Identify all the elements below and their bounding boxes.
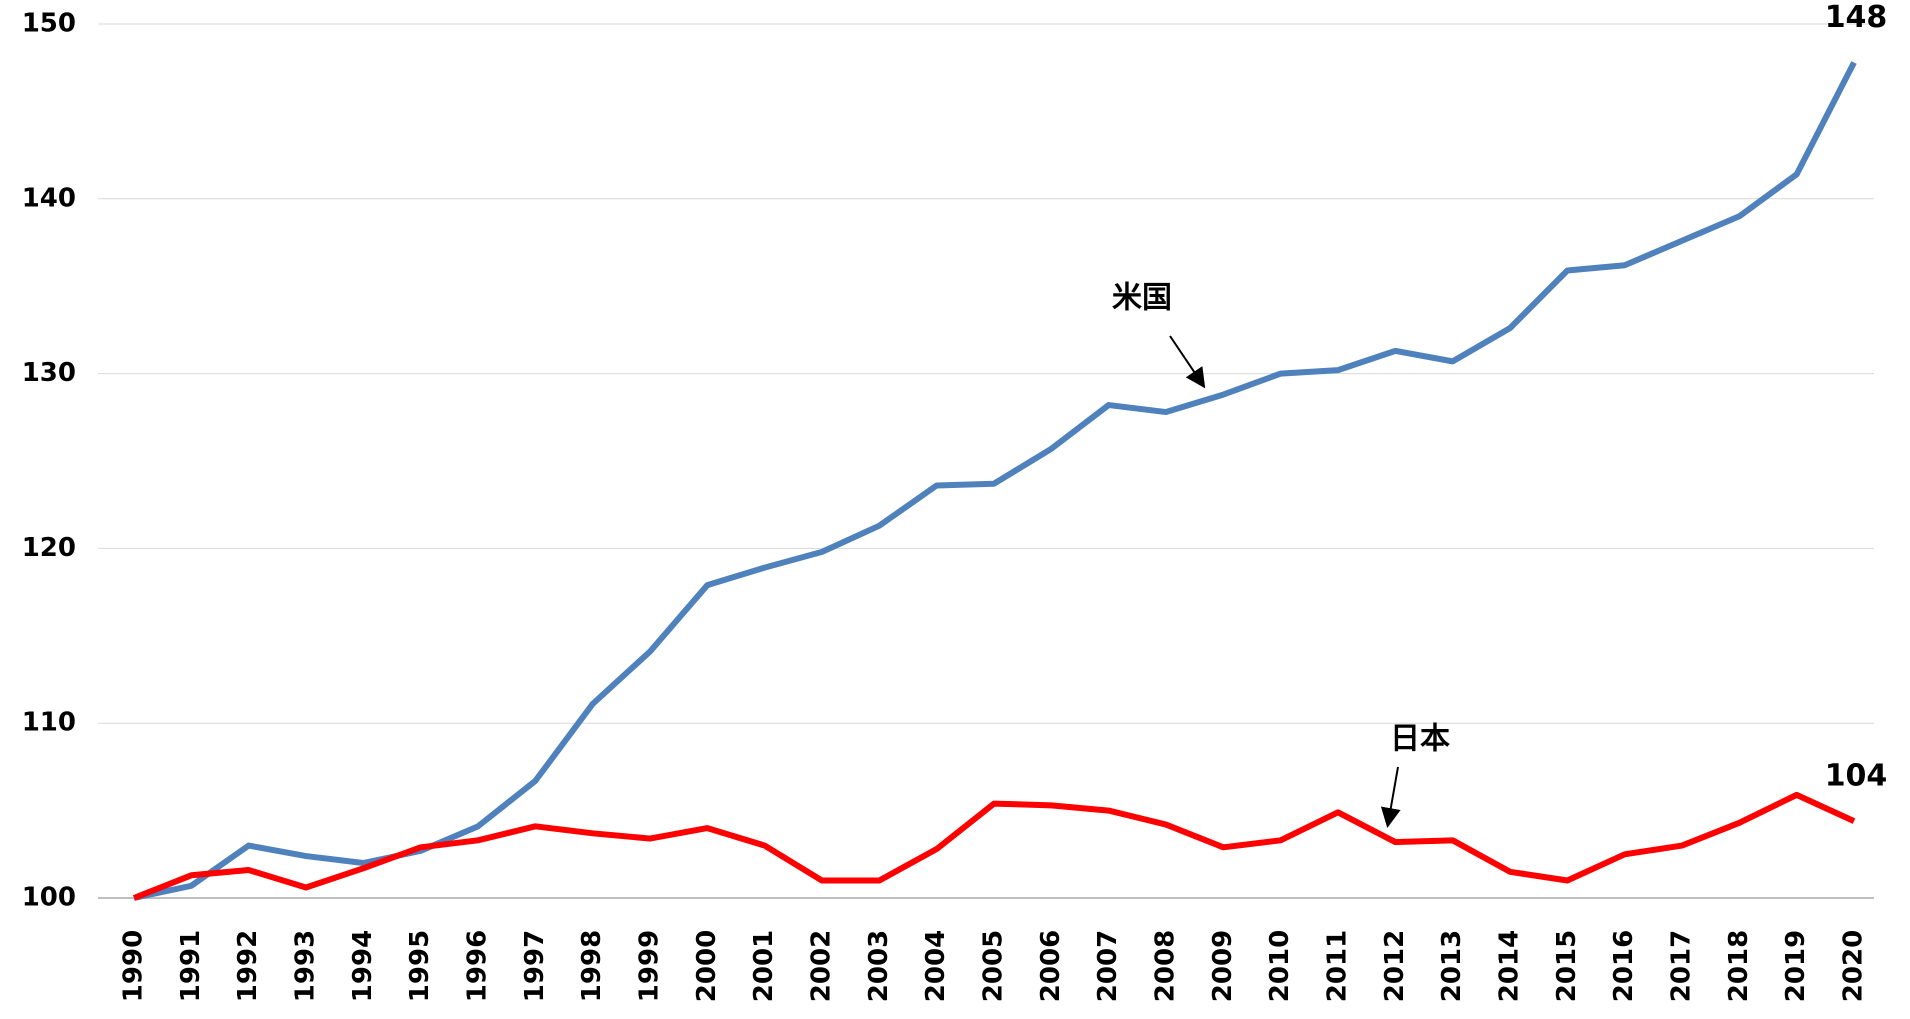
x-tick-label: 2010 — [1265, 930, 1295, 1002]
x-tick-label: 2004 — [921, 930, 951, 1002]
y-tick-label: 110 — [22, 708, 76, 738]
x-tick-label: 1996 — [463, 930, 493, 1002]
x-tick-label: 2020 — [1839, 930, 1869, 1002]
x-tick-label: 1990 — [119, 930, 149, 1002]
x-tick-label: 2002 — [807, 930, 837, 1002]
x-tick-label: 1993 — [291, 930, 321, 1002]
x-tick-label: 2005 — [979, 930, 1009, 1002]
x-tick-label: 2013 — [1437, 930, 1467, 1002]
x-tick-label: 2001 — [749, 930, 779, 1002]
x-tick-label: 2009 — [1208, 930, 1238, 1002]
x-tick-label: 2015 — [1552, 930, 1582, 1002]
x-tick-label: 2018 — [1724, 930, 1754, 1002]
x-tick-label: 1999 — [635, 930, 665, 1002]
series-label: 米国 — [1112, 281, 1172, 316]
y-tick-label: 140 — [22, 183, 76, 213]
x-tick-label: 1998 — [577, 930, 607, 1002]
x-tick-label: 1994 — [348, 930, 378, 1002]
y-tick-label: 120 — [22, 533, 76, 563]
x-tick-label: 2014 — [1495, 930, 1525, 1002]
x-tick-label: 1992 — [233, 930, 263, 1002]
x-tick-label: 2003 — [864, 930, 894, 1002]
x-tick-label: 2017 — [1667, 930, 1697, 1002]
x-tick-label: 2012 — [1380, 930, 1410, 1002]
x-tick-label: 2000 — [692, 930, 722, 1002]
series-line — [132, 791, 1856, 901]
x-tick-label: 1997 — [520, 930, 550, 1002]
x-tick-label: 2011 — [1323, 930, 1353, 1002]
y-tick-label: 100 — [22, 883, 76, 913]
x-tick-label: 2019 — [1781, 930, 1811, 1002]
value-label: 104 — [1825, 759, 1888, 794]
x-tick-label: 1995 — [405, 930, 435, 1002]
x-tick-label: 1991 — [176, 930, 206, 1002]
arrow — [1169, 335, 1206, 389]
x-tick-label: 2007 — [1093, 930, 1123, 1002]
y-tick-label: 150 — [22, 9, 76, 39]
series-line — [133, 61, 1857, 901]
series-label: 日本 — [1390, 722, 1450, 757]
arrow — [1380, 766, 1401, 828]
y-tick-label: 130 — [22, 358, 76, 388]
x-tick-label: 2006 — [1036, 930, 1066, 1002]
x-tick-label: 2016 — [1609, 930, 1639, 1002]
x-tick-label: 2008 — [1151, 930, 1181, 1002]
value-label: 148 — [1825, 0, 1888, 35]
